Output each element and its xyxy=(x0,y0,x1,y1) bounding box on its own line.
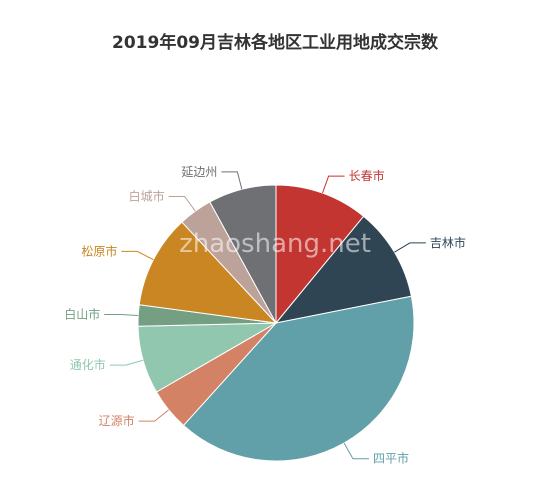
leader-line-2 xyxy=(343,442,369,460)
leader-line-3 xyxy=(138,409,170,422)
slice-label-4: 通化市 xyxy=(70,357,106,372)
leader-line-5 xyxy=(104,313,139,316)
leader-line-1 xyxy=(394,242,426,253)
chart-title: 2019年09月吉林各地区工业用地成交宗数 xyxy=(112,33,438,53)
leader-line-7 xyxy=(168,196,196,212)
slice-label-3: 辽源市 xyxy=(99,413,135,428)
leader-line-0 xyxy=(322,175,345,194)
slice-label-1: 吉林市 xyxy=(430,235,466,250)
leader-line-4 xyxy=(109,359,144,366)
slice-label-6: 松原市 xyxy=(81,243,117,258)
pie-slice-8 xyxy=(209,184,277,324)
slice-label-8: 延边州 xyxy=(181,165,217,179)
slice-label-2: 四平市 xyxy=(373,451,409,466)
watermark: zhaoshang.net xyxy=(179,229,371,259)
slice-label-0: 长春市 xyxy=(349,168,385,183)
pie-slice-6 xyxy=(138,221,278,324)
leader-line-8 xyxy=(221,171,243,190)
slice-label-5: 白山市 xyxy=(64,306,100,321)
slice-label-7: 白城市 xyxy=(129,189,165,204)
leader-line-6 xyxy=(121,250,154,261)
pie-slices xyxy=(137,184,415,462)
